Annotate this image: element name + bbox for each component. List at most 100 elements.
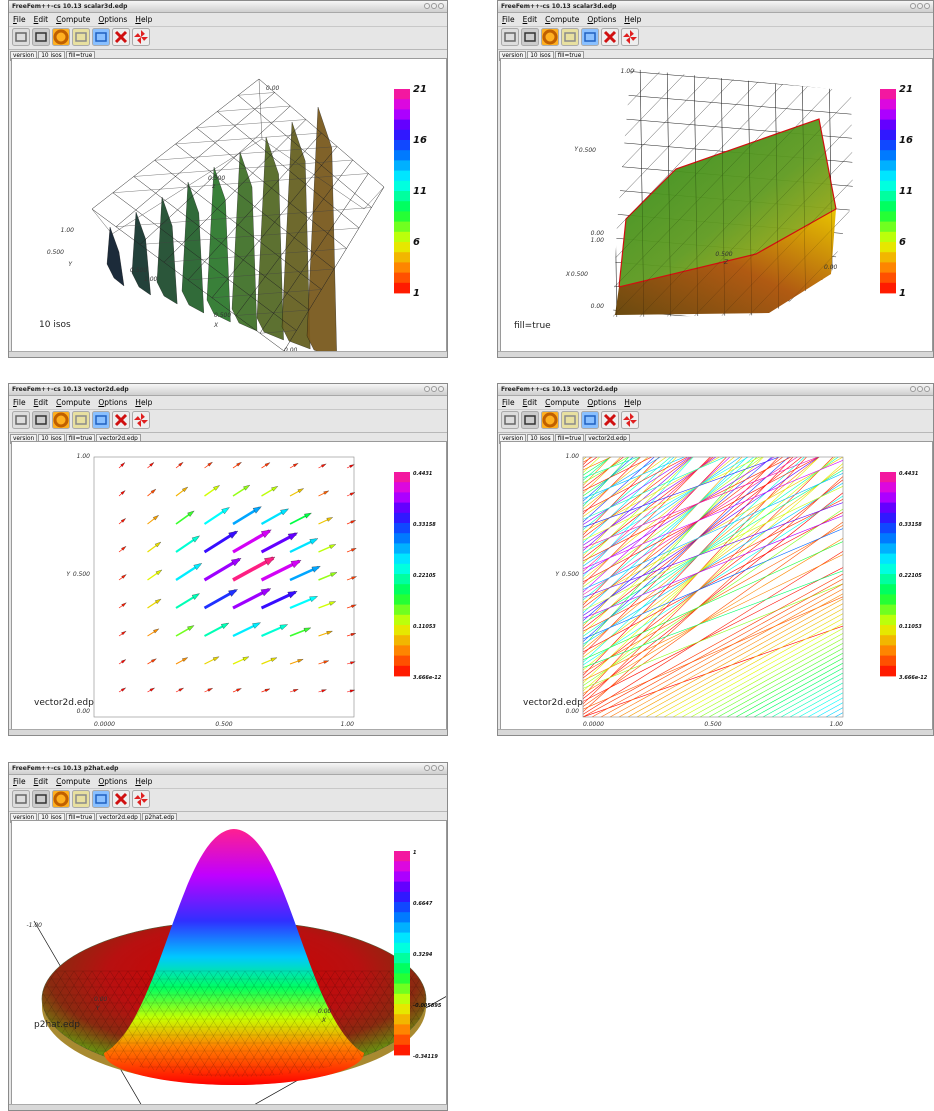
- menu-item[interactable]: Options: [98, 15, 128, 24]
- toolbar-button[interactable]: [521, 411, 539, 429]
- menu-item[interactable]: Edit: [522, 15, 538, 24]
- tab[interactable]: 10 isos: [38, 813, 65, 823]
- toolbar: [9, 26, 447, 50]
- menu-item[interactable]: Compute: [545, 398, 580, 407]
- window-button[interactable]: [438, 386, 444, 392]
- tab[interactable]: vector2d.edp: [96, 813, 141, 823]
- menu-item[interactable]: Compute: [545, 15, 580, 24]
- tab[interactable]: p2hat.edp: [141, 813, 178, 823]
- toolbar-button[interactable]: [541, 411, 559, 429]
- menu-item[interactable]: Help: [624, 15, 642, 24]
- toolbar-button[interactable]: [112, 411, 130, 429]
- toolbar-button[interactable]: [132, 28, 150, 46]
- tab[interactable]: 10 isos: [527, 51, 554, 61]
- menu-item[interactable]: Compute: [56, 398, 91, 407]
- tab[interactable]: version: [499, 434, 527, 444]
- tab[interactable]: 10 isos: [527, 434, 554, 444]
- window-button[interactable]: [910, 386, 916, 392]
- window-button[interactable]: [438, 765, 444, 771]
- toolbar-button[interactable]: [32, 28, 50, 46]
- toolbar-button[interactable]: [92, 790, 110, 808]
- menu-item[interactable]: Edit: [33, 15, 49, 24]
- toolbar-button[interactable]: [561, 411, 579, 429]
- toolbar-button[interactable]: [501, 28, 519, 46]
- toolbar-button[interactable]: [92, 411, 110, 429]
- menu-item[interactable]: Options: [98, 777, 128, 786]
- tab[interactable]: fill=true: [65, 813, 96, 823]
- window-button[interactable]: [924, 386, 930, 392]
- window-button[interactable]: [424, 765, 430, 771]
- menu-item[interactable]: File: [502, 15, 515, 24]
- colorbar-label: 3.666e-12: [413, 675, 442, 681]
- wire-line: [613, 69, 727, 317]
- menu-item[interactable]: File: [502, 398, 515, 407]
- toolbar-button[interactable]: [12, 790, 30, 808]
- toolbar-button[interactable]: [112, 790, 130, 808]
- toolbar-button[interactable]: [561, 28, 579, 46]
- toolbar-button[interactable]: [72, 411, 90, 429]
- toolbar-button[interactable]: [581, 28, 599, 46]
- window-button[interactable]: [438, 3, 444, 9]
- toolbar-button[interactable]: [621, 411, 639, 429]
- menu-item[interactable]: Edit: [33, 777, 49, 786]
- window-button[interactable]: [424, 3, 430, 9]
- toolbar-button[interactable]: [12, 28, 30, 46]
- menu-item[interactable]: Options: [587, 15, 617, 24]
- menu-item[interactable]: Options: [587, 398, 617, 407]
- toolbar-button[interactable]: [92, 28, 110, 46]
- toolbar-button[interactable]: [501, 411, 519, 429]
- toolbar-button[interactable]: [12, 411, 30, 429]
- menu-item[interactable]: Help: [135, 15, 153, 24]
- window-button[interactable]: [917, 386, 923, 392]
- tab[interactable]: 10 isos: [38, 434, 65, 444]
- toolbar-button[interactable]: [52, 790, 70, 808]
- tab[interactable]: version: [10, 434, 38, 444]
- window-button[interactable]: [924, 3, 930, 9]
- toolbar-button[interactable]: [601, 411, 619, 429]
- tab[interactable]: version: [499, 51, 527, 61]
- toolbar-button[interactable]: [601, 28, 619, 46]
- toolbar-button[interactable]: [541, 28, 559, 46]
- tab[interactable]: vector2d.edp: [96, 434, 141, 444]
- tab[interactable]: vector2d.edp: [585, 434, 630, 444]
- toolbar-button[interactable]: [72, 790, 90, 808]
- menu-item[interactable]: Help: [135, 398, 153, 407]
- tab[interactable]: fill=true: [65, 434, 96, 444]
- toolbar-button[interactable]: [52, 28, 70, 46]
- menu-item[interactable]: Compute: [56, 15, 91, 24]
- window-button[interactable]: [431, 765, 437, 771]
- menu-item[interactable]: Edit: [33, 398, 49, 407]
- toolbar-button[interactable]: [112, 28, 130, 46]
- menu-item[interactable]: File: [13, 777, 26, 786]
- tab[interactable]: fill=true: [554, 434, 585, 444]
- toolbar-button[interactable]: [581, 411, 599, 429]
- menu-item[interactable]: Options: [98, 398, 128, 407]
- toolbar-button[interactable]: [72, 28, 90, 46]
- toolbar-button[interactable]: [32, 790, 50, 808]
- toolbar-button[interactable]: [52, 411, 70, 429]
- window-button[interactable]: [424, 386, 430, 392]
- menu-item[interactable]: File: [13, 15, 26, 24]
- menu-item[interactable]: Edit: [522, 398, 538, 407]
- tab[interactable]: 10 isos: [38, 51, 65, 61]
- menu-item[interactable]: File: [13, 398, 26, 407]
- plot-content: [33, 829, 446, 1104]
- streamline: [583, 457, 649, 510]
- toolbar-button[interactable]: [132, 790, 150, 808]
- menu-item[interactable]: Help: [624, 398, 642, 407]
- tab[interactable]: version: [10, 813, 38, 823]
- menu-item[interactable]: Help: [135, 777, 153, 786]
- tab[interactable]: fill=true: [65, 51, 96, 61]
- window-button[interactable]: [910, 3, 916, 9]
- tab[interactable]: fill=true: [554, 51, 585, 61]
- window-button[interactable]: [431, 3, 437, 9]
- toolbar-button[interactable]: [521, 28, 539, 46]
- window-button[interactable]: [917, 3, 923, 9]
- toolbar-button[interactable]: [621, 28, 639, 46]
- streamline: [583, 492, 843, 700]
- toolbar-button[interactable]: [32, 411, 50, 429]
- window-button[interactable]: [431, 386, 437, 392]
- menu-item[interactable]: Compute: [56, 777, 91, 786]
- tab[interactable]: version: [10, 51, 38, 61]
- toolbar-button[interactable]: [132, 411, 150, 429]
